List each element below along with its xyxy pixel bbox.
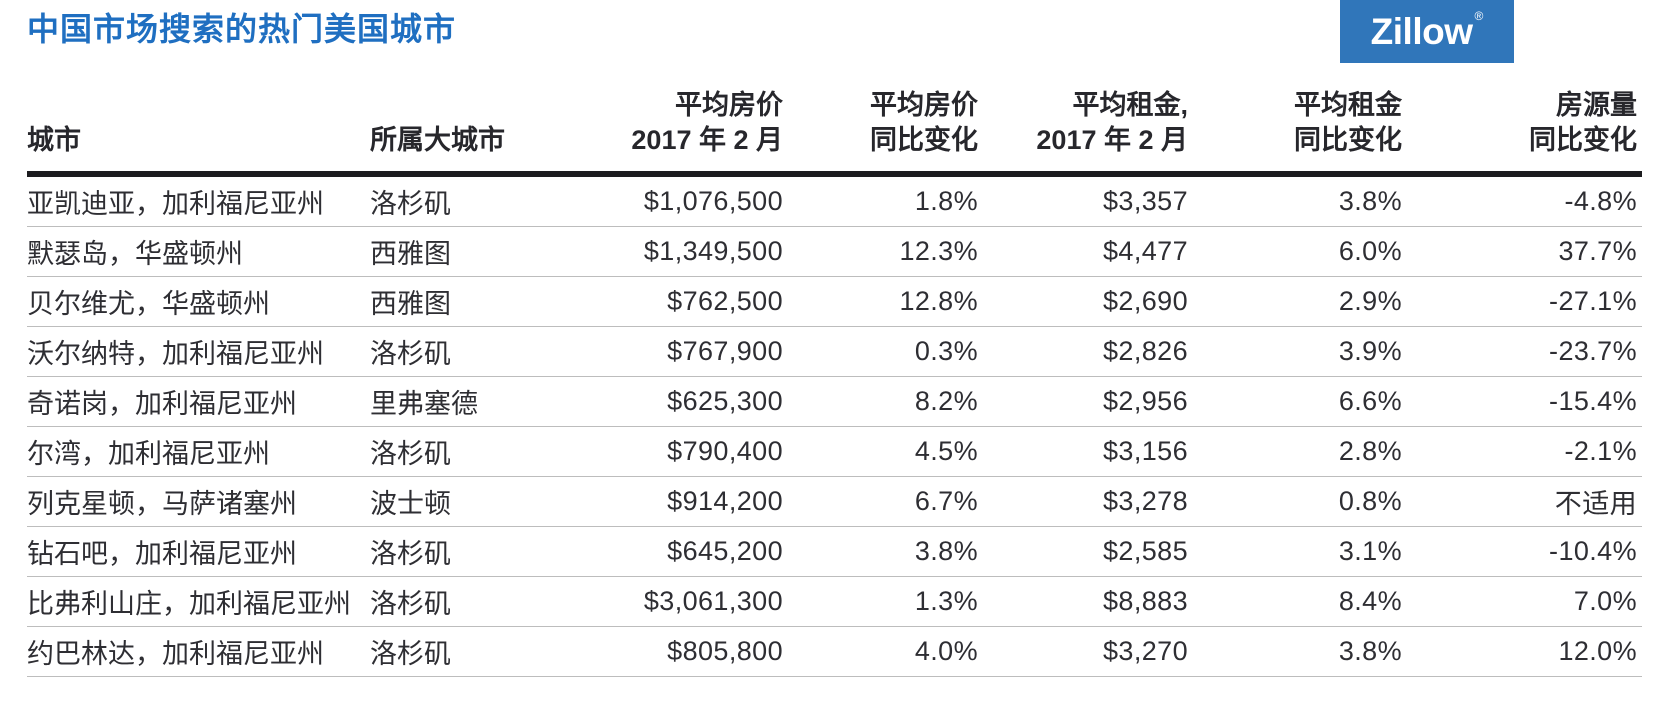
metro-cell: 洛杉矶 xyxy=(370,326,535,377)
col-header-inventory-yoy: 房源量 同比变化 xyxy=(1402,88,1642,177)
rent-yoy-cell: 3.8% xyxy=(1188,174,1402,227)
rent-cell: $3,270 xyxy=(978,626,1188,677)
rent-cell: $2,956 xyxy=(978,376,1188,427)
home-price-yoy-cell: 1.8% xyxy=(783,174,978,227)
inventory-yoy-cell: -2.1% xyxy=(1402,426,1642,477)
home-price-cell: $767,900 xyxy=(535,326,783,377)
home-price-yoy-cell: 12.8% xyxy=(783,276,978,327)
home-price-yoy-cell: 1.3% xyxy=(783,576,978,627)
table-row: 奇诺岗，加利福尼亚州 里弗塞德 $625,300 8.2% $2,956 6.6… xyxy=(27,376,1642,427)
table-row: 约巴林达，加利福尼亚州 洛杉矶 $805,800 4.0% $3,270 3.8… xyxy=(27,626,1642,677)
rent-cell: $3,156 xyxy=(978,426,1188,477)
city-cell: 奇诺岗，加利福尼亚州 xyxy=(27,376,370,427)
page-title: 中国市场搜索的热门美国城市 xyxy=(27,11,457,47)
home-price-yoy-cell: 0.3% xyxy=(783,326,978,377)
metro-cell: 洛杉矶 xyxy=(370,174,535,227)
col-header-avg-home-price: 平均房价 2017 年 2 月 xyxy=(535,88,783,177)
table-row: 钻石吧，加利福尼亚州 洛杉矶 $645,200 3.8% $2,585 3.1%… xyxy=(27,526,1642,577)
home-price-yoy-cell: 8.2% xyxy=(783,376,978,427)
home-price-yoy-cell: 4.5% xyxy=(783,426,978,477)
rent-cell: $4,477 xyxy=(978,226,1188,277)
table-row: 亚凯迪亚，加利福尼亚州 洛杉矶 $1,076,500 1.8% $3,357 3… xyxy=(27,174,1642,227)
col-header-avg-rent: 平均租金, 2017 年 2 月 xyxy=(978,88,1188,177)
home-price-cell: $790,400 xyxy=(535,426,783,477)
metro-cell: 洛杉矶 xyxy=(370,526,535,577)
city-cell: 沃尔纳特，加利福尼亚州 xyxy=(27,326,370,377)
table-row: 贝尔维尤，华盛顿州 西雅图 $762,500 12.8% $2,690 2.9%… xyxy=(27,276,1642,327)
inventory-yoy-cell: 12.0% xyxy=(1402,626,1642,677)
city-cell: 贝尔维尤，华盛顿州 xyxy=(27,276,370,327)
home-price-yoy-cell: 12.3% xyxy=(783,226,978,277)
registered-trademark-icon: ® xyxy=(1474,9,1484,23)
rent-cell: $2,826 xyxy=(978,326,1188,377)
city-cell: 列克星顿，马萨诸塞州 xyxy=(27,476,370,527)
table-row: 默瑟岛，华盛顿州 西雅图 $1,349,500 12.3% $4,477 6.0… xyxy=(27,226,1642,277)
rent-yoy-cell: 8.4% xyxy=(1188,576,1402,627)
home-price-cell: $805,800 xyxy=(535,626,783,677)
home-price-cell: $625,300 xyxy=(535,376,783,427)
metro-cell: 洛杉矶 xyxy=(370,626,535,677)
home-price-yoy-cell: 6.7% xyxy=(783,476,978,527)
city-cell: 默瑟岛，华盛顿州 xyxy=(27,226,370,277)
home-price-yoy-cell: 4.0% xyxy=(783,626,978,677)
inventory-yoy-cell: -27.1% xyxy=(1402,276,1642,327)
inventory-yoy-cell: 不适用 xyxy=(1402,476,1642,527)
rent-cell: $8,883 xyxy=(978,576,1188,627)
home-price-yoy-cell: 3.8% xyxy=(783,526,978,577)
col-header-metro: 所属大城市 xyxy=(370,88,535,177)
col-header-city: 城市 xyxy=(27,88,370,177)
home-price-cell: $645,200 xyxy=(535,526,783,577)
rent-yoy-cell: 2.9% xyxy=(1188,276,1402,327)
table-row: 沃尔纳特，加利福尼亚州 洛杉矶 $767,900 0.3% $2,826 3.9… xyxy=(27,326,1642,377)
rent-cell: $2,585 xyxy=(978,526,1188,577)
zillow-wordmark: Zillow xyxy=(1370,10,1473,52)
rent-yoy-cell: 3.9% xyxy=(1188,326,1402,377)
rent-yoy-cell: 0.8% xyxy=(1188,476,1402,527)
table-row: 比弗利山庄，加利福尼亚州 洛杉矶 $3,061,300 1.3% $8,883 … xyxy=(27,576,1642,627)
metro-cell: 里弗塞德 xyxy=(370,376,535,427)
rent-yoy-cell: 3.8% xyxy=(1188,626,1402,677)
city-cell: 约巴林达，加利福尼亚州 xyxy=(27,626,370,677)
inventory-yoy-cell: -15.4% xyxy=(1402,376,1642,427)
rent-yoy-cell: 6.0% xyxy=(1188,226,1402,277)
inventory-yoy-cell: -23.7% xyxy=(1402,326,1642,377)
city-cell: 尔湾，加利福尼亚州 xyxy=(27,426,370,477)
metro-cell: 西雅图 xyxy=(370,226,535,277)
city-cell: 钻石吧，加利福尼亚州 xyxy=(27,526,370,577)
home-price-cell: $1,349,500 xyxy=(535,226,783,277)
cities-table: 城市 所属大城市 平均房价 2017 年 2 月 平均房价 同比变化 平均租金,… xyxy=(27,88,1642,677)
rent-yoy-cell: 2.8% xyxy=(1188,426,1402,477)
home-price-cell: $914,200 xyxy=(535,476,783,527)
home-price-cell: $1,076,500 xyxy=(535,174,783,227)
rent-cell: $2,690 xyxy=(978,276,1188,327)
col-header-rent-yoy: 平均租金 同比变化 xyxy=(1188,88,1402,177)
metro-cell: 西雅图 xyxy=(370,276,535,327)
inventory-yoy-cell: -4.8% xyxy=(1402,174,1642,227)
col-header-home-price-yoy: 平均房价 同比变化 xyxy=(783,88,978,177)
metro-cell: 波士顿 xyxy=(370,476,535,527)
rent-cell: $3,357 xyxy=(978,174,1188,227)
inventory-yoy-cell: -10.4% xyxy=(1402,526,1642,577)
home-price-cell: $762,500 xyxy=(535,276,783,327)
inventory-yoy-cell: 7.0% xyxy=(1402,576,1642,627)
city-cell: 亚凯迪亚，加利福尼亚州 xyxy=(27,174,370,227)
table-header-row: 城市 所属大城市 平均房价 2017 年 2 月 平均房价 同比变化 平均租金,… xyxy=(27,88,1642,177)
inventory-yoy-cell: 37.7% xyxy=(1402,226,1642,277)
home-price-cell: $3,061,300 xyxy=(535,576,783,627)
rent-yoy-cell: 6.6% xyxy=(1188,376,1402,427)
city-cell: 比弗利山庄，加利福尼亚州 xyxy=(27,576,370,627)
metro-cell: 洛杉矶 xyxy=(370,576,535,627)
rent-cell: $3,278 xyxy=(978,476,1188,527)
zillow-logo: Zillow ® xyxy=(1340,0,1514,63)
metro-cell: 洛杉矶 xyxy=(370,426,535,477)
rent-yoy-cell: 3.1% xyxy=(1188,526,1402,577)
table-row: 尔湾，加利福尼亚州 洛杉矶 $790,400 4.5% $3,156 2.8% … xyxy=(27,426,1642,477)
table-row: 列克星顿，马萨诸塞州 波士顿 $914,200 6.7% $3,278 0.8%… xyxy=(27,476,1642,527)
